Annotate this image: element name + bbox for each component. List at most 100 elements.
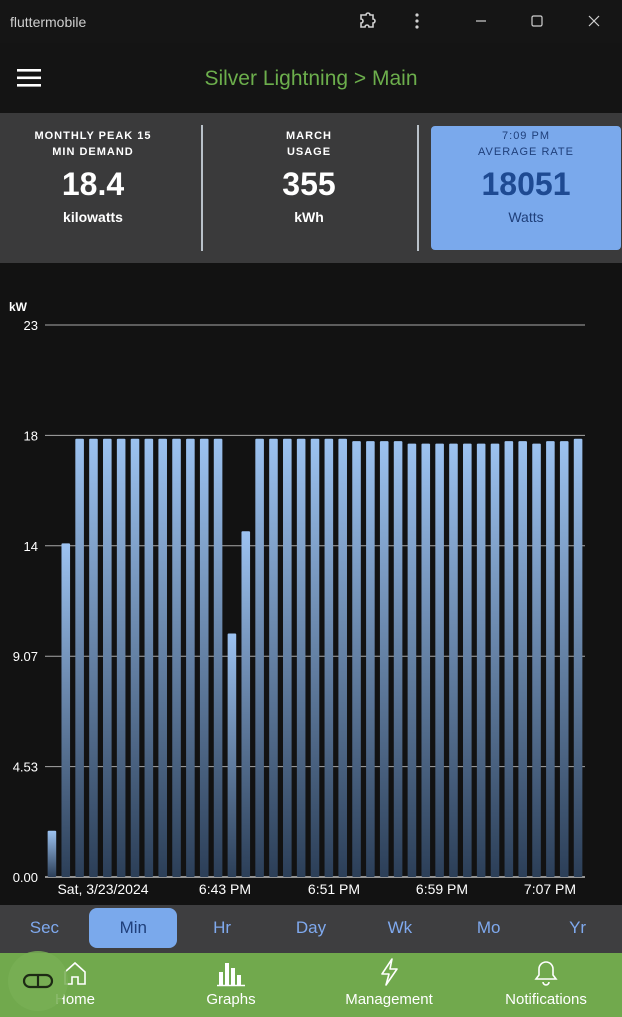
extension-icon[interactable]: [354, 8, 380, 34]
bar[interactable]: [532, 443, 541, 877]
bar[interactable]: [283, 438, 292, 877]
y-tick-label: 9.07: [13, 649, 38, 664]
usage-label: MARCH USAGE: [213, 128, 405, 160]
bar[interactable]: [366, 441, 375, 877]
x-tick-label: 6:51 PM: [308, 881, 360, 897]
bar[interactable]: [213, 438, 223, 877]
bar[interactable]: [435, 443, 444, 877]
usage-value: 355: [282, 166, 336, 202]
bar[interactable]: [407, 443, 417, 877]
x-tick-label: 7:07 PM: [524, 881, 576, 897]
y-tick-label: 23: [24, 318, 38, 333]
bar[interactable]: [518, 441, 527, 877]
tab-wk[interactable]: Wk: [387, 918, 413, 937]
tab-hr[interactable]: Hr: [213, 918, 232, 937]
minimize-icon[interactable]: [468, 8, 494, 34]
card-divider: [201, 125, 203, 251]
average-rate-label-line2: AVERAGE RATE: [478, 146, 574, 158]
bar[interactable]: [573, 438, 583, 877]
average-rate-value: 18051: [481, 166, 571, 202]
nav-graphs[interactable]: Graphs: [196, 953, 266, 1017]
peak-demand-value: 18.4: [61, 166, 125, 202]
window-titlebar: fluttermobile: [0, 0, 622, 43]
bar[interactable]: [47, 830, 57, 877]
bottom-navigation: Home Graphs Management Notifications: [0, 953, 622, 1017]
usage-unit: kWh: [294, 209, 324, 225]
nav-home-label: Home: [54, 991, 95, 1008]
hamburger-menu-icon[interactable]: [16, 67, 46, 91]
peak-demand-card: MONTHLY PEAK 15 MIN DEMAND 18.4 kilowatt…: [0, 126, 189, 250]
bar[interactable]: [199, 438, 209, 877]
nav-home[interactable]: Home: [40, 953, 110, 1017]
y-tick-label: 0.00: [13, 870, 38, 885]
x-tick-label: 6:43 PM: [199, 881, 251, 897]
usage-card: MARCH USAGE 355 kWh: [213, 126, 405, 250]
bar[interactable]: [158, 438, 167, 877]
bar[interactable]: [324, 438, 334, 877]
bar[interactable]: [463, 443, 472, 877]
usage-label-line1: MARCH: [286, 130, 332, 142]
usage-label-line2: USAGE: [286, 146, 332, 158]
bar[interactable]: [255, 438, 264, 877]
bar[interactable]: [269, 438, 278, 877]
window-title: fluttermobile: [10, 14, 87, 30]
bar[interactable]: [227, 633, 237, 877]
bar[interactable]: [186, 438, 195, 877]
y-tick-label: 4.53: [13, 760, 38, 775]
tab-yr[interactable]: Yr: [569, 918, 587, 937]
x-tick-label: 6:59 PM: [416, 881, 468, 897]
bar[interactable]: [421, 443, 431, 877]
peak-demand-label-line1: MONTHLY PEAK 15: [34, 130, 152, 142]
average-rate-card[interactable]: 7:09 PM AVERAGE RATE 18051 Watts: [431, 126, 621, 250]
bar[interactable]: [75, 438, 84, 877]
bar[interactable]: [449, 443, 458, 877]
bar[interactable]: [559, 441, 569, 877]
tab-min[interactable]: Min: [89, 908, 178, 948]
bell-icon: [534, 961, 558, 986]
bar[interactable]: [476, 443, 486, 877]
nav-management[interactable]: Management: [338, 953, 440, 1017]
maximize-icon[interactable]: [524, 8, 550, 34]
app-bar: Silver Lightning > Main: [0, 43, 622, 113]
bar[interactable]: [393, 441, 403, 877]
close-icon[interactable]: [581, 8, 607, 34]
bar[interactable]: [89, 438, 98, 877]
average-rate-unit: Watts: [508, 209, 544, 225]
infinity-icon: [22, 973, 54, 989]
tab-mo[interactable]: Mo: [476, 918, 501, 937]
bar[interactable]: [116, 438, 126, 877]
bar[interactable]: [338, 438, 347, 877]
bar[interactable]: [61, 543, 71, 877]
bar[interactable]: [296, 438, 306, 877]
y-axis-label: kW: [9, 300, 28, 314]
peak-demand-label: MONTHLY PEAK 15 MIN DEMAND: [0, 128, 189, 160]
peak-demand-label-line2: MIN DEMAND: [52, 146, 134, 158]
bar[interactable]: [310, 438, 320, 877]
bar[interactable]: [172, 438, 181, 877]
peak-demand-unit: kilowatts: [63, 209, 123, 225]
interval-tabs: Sec Min Hr Day Wk Mo Yr: [0, 905, 622, 953]
nav-notifications-label: Notifications: [505, 991, 587, 1008]
average-rate-time: 7:09 PM: [502, 130, 550, 142]
bar[interactable]: [490, 443, 500, 877]
bar[interactable]: [379, 441, 389, 877]
y-tick-label: 18: [24, 428, 38, 443]
power-chart[interactable]: kW 0.00 4.53 9.07 14 18 23 Sat, 3/23/2024 6:43 P…: [0, 263, 622, 905]
bar[interactable]: [504, 441, 514, 877]
nav-notifications[interactable]: Notifications: [496, 953, 596, 1017]
bar[interactable]: [103, 438, 112, 877]
bar[interactable]: [546, 441, 555, 877]
nav-management-label: Management: [345, 991, 433, 1008]
card-divider: [417, 125, 419, 251]
bar[interactable]: [241, 531, 251, 877]
home-icon: [64, 961, 86, 985]
bar[interactable]: [144, 438, 154, 877]
bar[interactable]: [352, 441, 361, 877]
bar-chart-icon: [217, 963, 245, 987]
bar[interactable]: [130, 438, 140, 877]
more-vert-icon[interactable]: [404, 8, 430, 34]
tab-sec[interactable]: Sec: [29, 918, 60, 937]
floating-action-button[interactable]: [8, 951, 68, 1011]
tab-day[interactable]: Day: [295, 918, 327, 937]
y-tick-label: 14: [24, 539, 38, 554]
